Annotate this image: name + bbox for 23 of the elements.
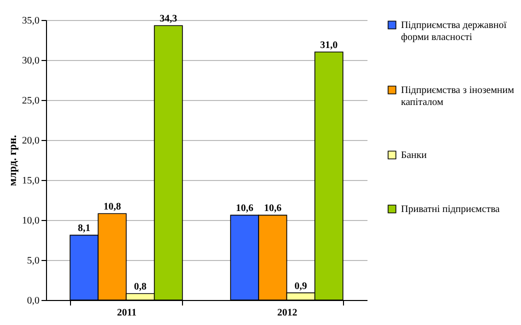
data-label: 8,1 — [78, 223, 90, 234]
y-axis-title: млрд. грн. — [7, 134, 19, 186]
y-tick-label: 0,0 — [27, 296, 40, 306]
data-label: 31,0 — [320, 40, 338, 51]
legend-label: Банки — [401, 150, 428, 161]
data-label: 10,6 — [236, 203, 254, 214]
y-tick-label: 30,0 — [22, 56, 40, 66]
data-label: 0,8 — [134, 282, 147, 293]
legend-label: Приватні підприємства — [401, 204, 500, 215]
data-label: 10,8 — [103, 202, 121, 213]
data-label: 34,3 — [160, 14, 178, 25]
y-tick-label: 10,0 — [22, 216, 40, 226]
data-label: 10,6 — [264, 203, 282, 214]
x-tick-label: 2011 — [117, 308, 136, 318]
x-tick-label: 2012 — [277, 308, 298, 318]
y-tick-label: 20,0 — [22, 136, 40, 146]
y-tick-label: 25,0 — [22, 96, 40, 106]
data-label: 0,9 — [294, 280, 308, 292]
legend-label: Підприємства державної форми власності — [401, 20, 507, 43]
y-tick-label: 35,0 — [22, 16, 40, 26]
y-tick-label: 5,0 — [27, 256, 40, 266]
y-tick-label: 15,0 — [22, 176, 40, 186]
legend-label: Підприємства з іноземним капіталом — [401, 85, 515, 108]
